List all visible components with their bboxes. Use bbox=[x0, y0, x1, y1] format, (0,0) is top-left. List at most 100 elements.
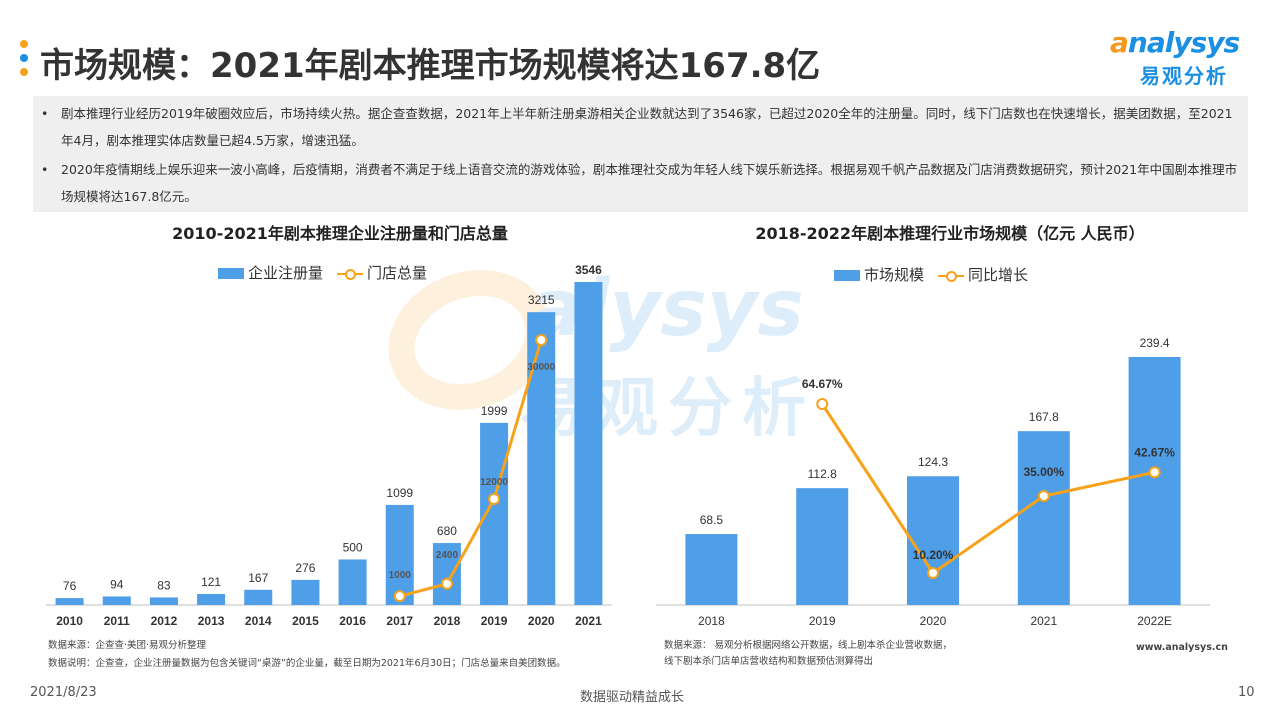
line-point bbox=[488, 493, 501, 505]
bar-data-label: 112.8 bbox=[808, 467, 837, 481]
footer-page-number: 10 bbox=[1238, 685, 1255, 700]
footer-slogan: 数据驱动精益成长 bbox=[580, 690, 685, 705]
legend-line-swatch bbox=[337, 268, 364, 280]
bullet-dot: • bbox=[41, 106, 49, 121]
x-tick-label: 2018 bbox=[434, 614, 461, 628]
bar bbox=[527, 312, 556, 605]
legend-line-label: 门店总量 bbox=[367, 264, 428, 282]
bar-data-label: 167.8 bbox=[1029, 410, 1059, 424]
bar-data-label: 3546 bbox=[575, 263, 602, 277]
title-dot bbox=[20, 40, 28, 48]
title-dot bbox=[20, 54, 28, 62]
x-tick-label: 2011 bbox=[104, 614, 130, 628]
x-tick-label: 2019 bbox=[481, 614, 508, 628]
line-data-label: 35.00% bbox=[1023, 465, 1064, 479]
x-tick-label: 2015 bbox=[292, 614, 319, 628]
bar bbox=[1017, 431, 1070, 605]
series-line bbox=[399, 339, 543, 598]
chart1-data-note: 数据说明：企查查，企业注册量数据为包含关键词“桌游”的企业量，截至日期为2021… bbox=[48, 658, 566, 669]
bar bbox=[102, 596, 131, 605]
bar-data-label: 68.5 bbox=[700, 513, 724, 527]
x-tick-label: 2017 bbox=[386, 614, 413, 628]
series-line bbox=[820, 403, 1155, 576]
x-tick-label: 2022E bbox=[1137, 614, 1172, 628]
footer-date: 2021/8/23 bbox=[30, 685, 97, 700]
bar-data-label: 94 bbox=[110, 577, 124, 591]
page-title: 市场规模：2021年剧本推理市场规模将达167.8亿 bbox=[40, 46, 821, 86]
title-dots bbox=[20, 40, 30, 84]
line-point bbox=[535, 334, 548, 346]
bar-data-label: 239.4 bbox=[1140, 336, 1170, 350]
chart2-source-note-2: 线下剧本杀门店单店营收结构和数据预估测算得出 bbox=[664, 656, 874, 667]
bar-data-label: 276 bbox=[295, 561, 315, 575]
line-point bbox=[1148, 466, 1161, 479]
line-point bbox=[393, 590, 406, 603]
line-data-label: 10.20% bbox=[913, 548, 954, 562]
chart1-legend: 企业注册量 门店总量 bbox=[218, 262, 427, 283]
chart2-source-note: 数据来源： 易观分析根据网络公开数据，线上剧本杀企业营收数据， bbox=[664, 640, 953, 651]
summary-box: • 剧本推理行业经历2019年破圈效应后，市场持续火热。据企查查数据，2021年… bbox=[33, 96, 1248, 212]
bar-data-label: 680 bbox=[437, 524, 457, 538]
x-tick-label: 2021 bbox=[1030, 614, 1057, 628]
bar bbox=[149, 597, 178, 605]
bar-data-label: 76 bbox=[63, 579, 77, 593]
bar-data-label: 1099 bbox=[386, 486, 413, 500]
legend-bar-label: 市场规模 bbox=[864, 266, 925, 284]
line-point bbox=[816, 398, 829, 410]
x-tick-label: 2014 bbox=[245, 614, 272, 628]
legend-line-label: 同比增长 bbox=[968, 266, 1029, 284]
line-data-label: 30000 bbox=[527, 362, 555, 373]
x-tick-label: 2020 bbox=[920, 614, 947, 628]
legend-bar-swatch bbox=[834, 270, 860, 281]
bar bbox=[197, 593, 226, 605]
bar-data-label: 124.3 bbox=[918, 455, 948, 469]
x-tick-label: 2018 bbox=[698, 614, 725, 628]
logo-wordmark: analysys bbox=[1110, 26, 1240, 59]
x-tick-label: 2016 bbox=[339, 614, 366, 628]
line-point bbox=[1037, 490, 1050, 503]
bullet-text: 剧本推理行业经历2019年破圈效应后，市场持续火热。据企查查数据，2021年上半… bbox=[61, 106, 1233, 148]
bar bbox=[55, 598, 84, 605]
chart1-title: 2010-2021年剧本推理企业注册量和门店总量 bbox=[172, 224, 508, 243]
legend-bar-label: 企业注册量 bbox=[248, 264, 324, 282]
chart2-legend: 市场规模 同比增长 bbox=[834, 264, 1028, 285]
bar bbox=[574, 282, 603, 605]
chart1-source-note: 数据来源：企查查·美团·易观分析整理 bbox=[48, 640, 207, 651]
chart2-title: 2018-2022年剧本推理行业市场规模（亿元 人民币） bbox=[755, 224, 1145, 243]
line-data-label: 42.67% bbox=[1134, 445, 1175, 459]
bar-data-label: 83 bbox=[157, 578, 171, 592]
line-data-label: 12000 bbox=[480, 477, 508, 488]
site-url: www.analysys.cn bbox=[1136, 642, 1228, 653]
bar bbox=[1128, 357, 1181, 605]
bar bbox=[385, 504, 414, 605]
bar bbox=[291, 579, 320, 605]
bar-data-label: 500 bbox=[343, 540, 363, 554]
x-tick-label: 2021 bbox=[575, 614, 602, 628]
bar-data-label: 121 bbox=[201, 575, 221, 589]
x-tick-label: 2013 bbox=[198, 614, 225, 628]
x-tick-label: 2010 bbox=[56, 614, 83, 628]
bullet-dot: • bbox=[41, 162, 49, 177]
bar-data-label: 167 bbox=[248, 571, 268, 585]
title-dot bbox=[20, 68, 28, 76]
bar bbox=[432, 543, 461, 605]
bar bbox=[338, 559, 367, 605]
logo-cn-text: 易观分析 bbox=[1140, 64, 1228, 88]
x-tick-label: 2012 bbox=[151, 614, 178, 628]
line-point bbox=[927, 567, 939, 579]
legend-line-swatch bbox=[938, 270, 965, 282]
bar bbox=[244, 589, 273, 605]
bar-data-label: 1999 bbox=[481, 404, 508, 418]
bullet-text: 2020年疫情期线上娱乐迎来一波小高峰，后疫情期，消费者不满足于线上语音交流的游… bbox=[61, 162, 1238, 204]
line-data-label: 64.67% bbox=[802, 377, 843, 391]
bar-data-label: 3215 bbox=[528, 293, 555, 307]
line-data-label: 1000 bbox=[389, 570, 412, 581]
x-tick-label: 2019 bbox=[809, 614, 836, 628]
x-tick-label: 2020 bbox=[528, 614, 555, 628]
bar bbox=[796, 488, 849, 605]
bar bbox=[685, 534, 738, 605]
bar bbox=[907, 476, 959, 605]
line-data-label: 2400 bbox=[436, 550, 459, 561]
analysys-logo: analysys 易观分析 bbox=[1110, 26, 1250, 88]
